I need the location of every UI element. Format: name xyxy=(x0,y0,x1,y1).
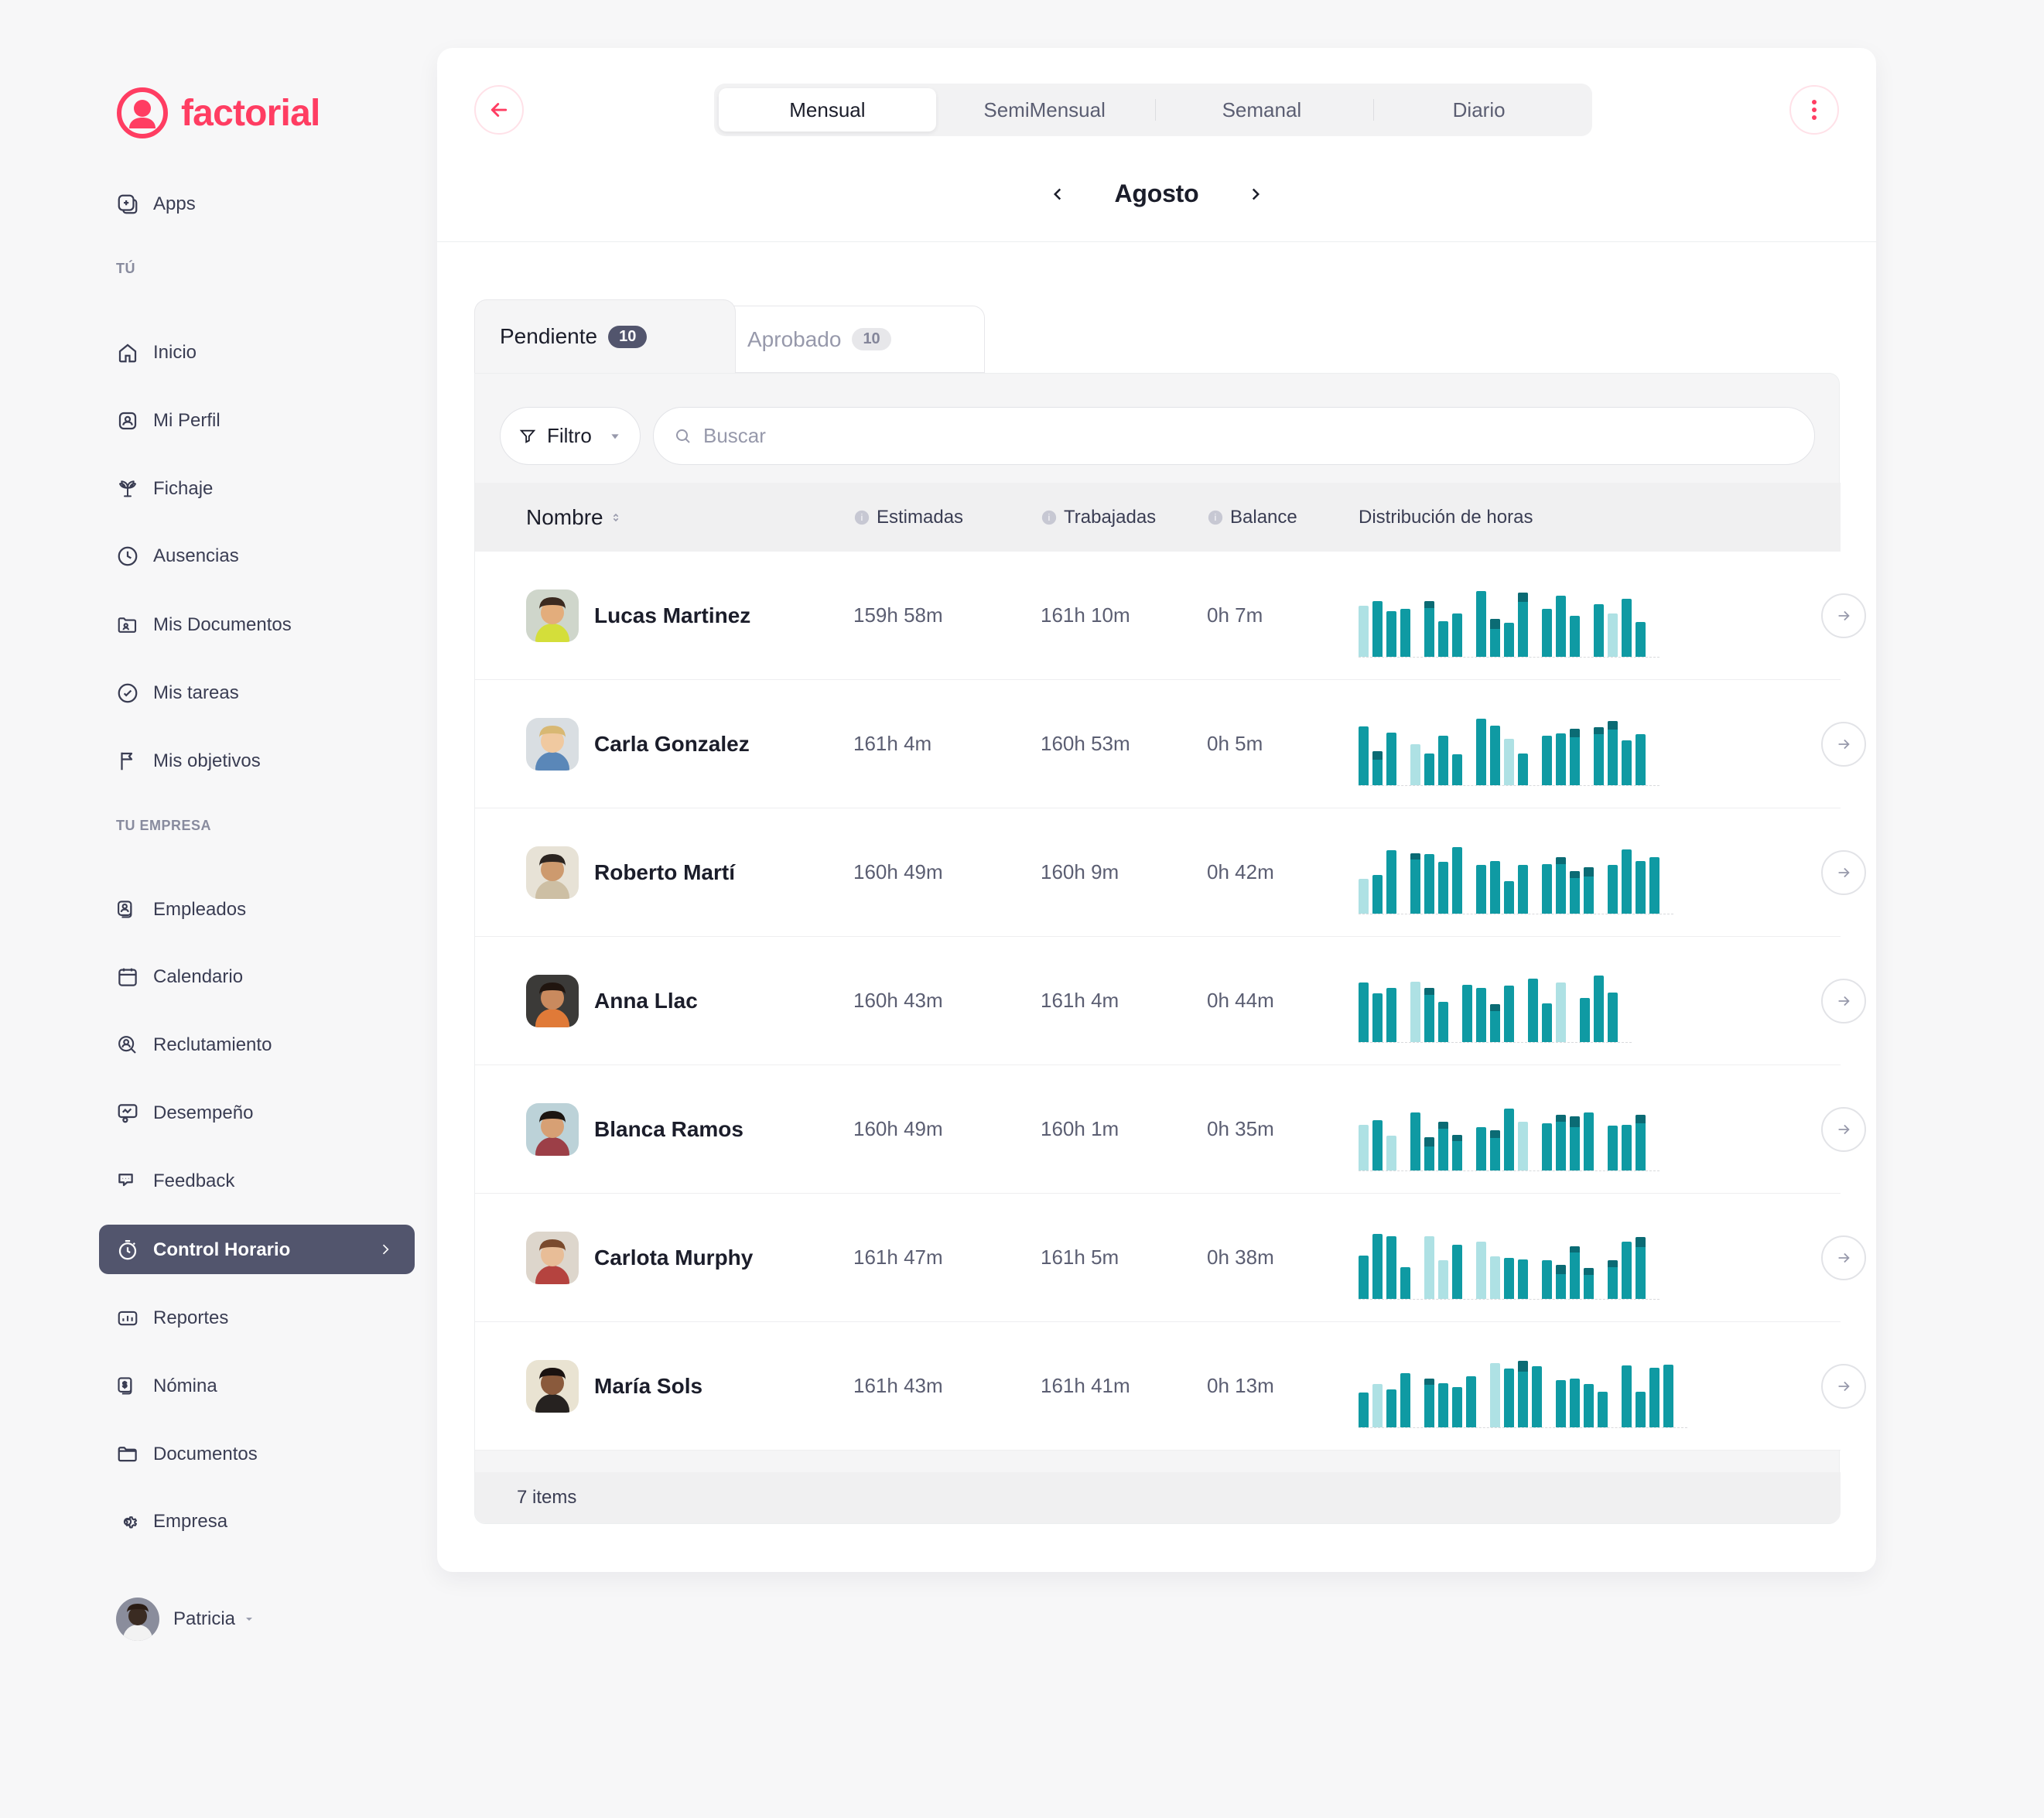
svg-text:i: i xyxy=(1048,512,1051,523)
svg-text:i: i xyxy=(1215,512,1217,523)
svg-text:$: $ xyxy=(122,1381,127,1390)
svg-text:i: i xyxy=(861,512,863,523)
